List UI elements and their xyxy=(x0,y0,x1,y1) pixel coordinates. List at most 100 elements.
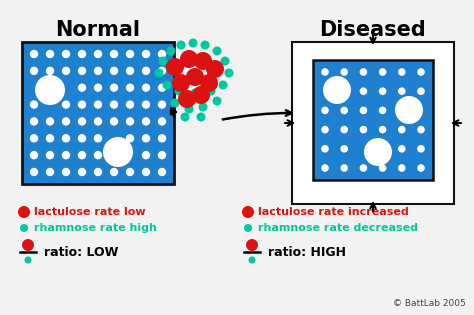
Circle shape xyxy=(126,50,134,58)
Circle shape xyxy=(158,100,166,109)
Circle shape xyxy=(94,67,102,75)
Text: rhamnose rate decreased: rhamnose rate decreased xyxy=(258,223,418,233)
Circle shape xyxy=(244,224,252,232)
Circle shape xyxy=(78,50,86,58)
Circle shape xyxy=(110,168,118,176)
Circle shape xyxy=(360,68,367,76)
Text: ratio: HIGH: ratio: HIGH xyxy=(268,245,346,259)
Circle shape xyxy=(212,96,221,106)
Circle shape xyxy=(321,106,329,114)
Circle shape xyxy=(142,67,150,75)
Text: Diseased: Diseased xyxy=(319,20,427,40)
Circle shape xyxy=(46,151,54,159)
Circle shape xyxy=(360,87,367,95)
Circle shape xyxy=(62,117,70,126)
Circle shape xyxy=(395,96,423,124)
Circle shape xyxy=(30,67,38,75)
Circle shape xyxy=(158,67,166,75)
Circle shape xyxy=(191,89,200,98)
Circle shape xyxy=(110,67,118,75)
Circle shape xyxy=(166,58,184,76)
Circle shape xyxy=(417,87,425,95)
Circle shape xyxy=(78,67,86,75)
Circle shape xyxy=(321,164,329,172)
Circle shape xyxy=(18,206,30,218)
Circle shape xyxy=(186,68,204,86)
Circle shape xyxy=(126,117,134,126)
Circle shape xyxy=(30,168,38,176)
Circle shape xyxy=(417,164,425,172)
Circle shape xyxy=(142,83,150,92)
Circle shape xyxy=(219,81,228,89)
Circle shape xyxy=(158,168,166,176)
Circle shape xyxy=(126,83,134,92)
Circle shape xyxy=(176,41,185,49)
Circle shape xyxy=(379,126,386,133)
Circle shape xyxy=(103,137,133,167)
Text: © BattLab 2005: © BattLab 2005 xyxy=(393,299,466,308)
Bar xyxy=(292,42,454,204)
Circle shape xyxy=(62,134,70,142)
Circle shape xyxy=(225,68,234,77)
Circle shape xyxy=(158,56,167,66)
Circle shape xyxy=(25,256,31,264)
Circle shape xyxy=(171,99,180,107)
Circle shape xyxy=(94,117,102,126)
Circle shape xyxy=(340,164,348,172)
Circle shape xyxy=(110,117,118,126)
Circle shape xyxy=(142,168,150,176)
Circle shape xyxy=(78,168,86,176)
Circle shape xyxy=(126,134,134,142)
Circle shape xyxy=(110,83,118,92)
Circle shape xyxy=(398,126,406,133)
Circle shape xyxy=(46,67,54,75)
Circle shape xyxy=(321,126,329,133)
Circle shape xyxy=(46,50,54,58)
Circle shape xyxy=(207,87,216,95)
Circle shape xyxy=(340,145,348,152)
Circle shape xyxy=(46,168,54,176)
Text: ratio: LOW: ratio: LOW xyxy=(44,245,118,259)
Circle shape xyxy=(155,68,164,77)
Circle shape xyxy=(364,138,392,166)
Circle shape xyxy=(110,50,118,58)
Circle shape xyxy=(398,145,406,152)
Circle shape xyxy=(323,76,351,104)
Circle shape xyxy=(35,75,65,105)
Circle shape xyxy=(46,134,54,142)
Text: lactulose rate increased: lactulose rate increased xyxy=(258,207,409,217)
Circle shape xyxy=(78,100,86,109)
Circle shape xyxy=(379,87,386,95)
Circle shape xyxy=(142,151,150,159)
Circle shape xyxy=(142,50,150,58)
Circle shape xyxy=(246,239,258,251)
Circle shape xyxy=(78,117,86,126)
Circle shape xyxy=(62,100,70,109)
Circle shape xyxy=(184,105,193,113)
Circle shape xyxy=(174,87,183,95)
Circle shape xyxy=(197,112,206,122)
Circle shape xyxy=(201,41,210,49)
Circle shape xyxy=(126,100,134,109)
Circle shape xyxy=(94,134,102,142)
Circle shape xyxy=(126,67,134,75)
Circle shape xyxy=(340,126,348,133)
Circle shape xyxy=(398,164,406,172)
Circle shape xyxy=(360,164,367,172)
Circle shape xyxy=(78,134,86,142)
Circle shape xyxy=(46,117,54,126)
Circle shape xyxy=(360,106,367,114)
Circle shape xyxy=(180,50,198,68)
Circle shape xyxy=(62,168,70,176)
Circle shape xyxy=(340,68,348,76)
Circle shape xyxy=(30,50,38,58)
Circle shape xyxy=(199,102,208,112)
Circle shape xyxy=(379,106,386,114)
Circle shape xyxy=(178,90,196,108)
Circle shape xyxy=(340,106,348,114)
Circle shape xyxy=(78,151,86,159)
Circle shape xyxy=(398,87,406,95)
Circle shape xyxy=(158,83,166,92)
Circle shape xyxy=(200,74,218,92)
Text: Normal: Normal xyxy=(55,20,140,40)
